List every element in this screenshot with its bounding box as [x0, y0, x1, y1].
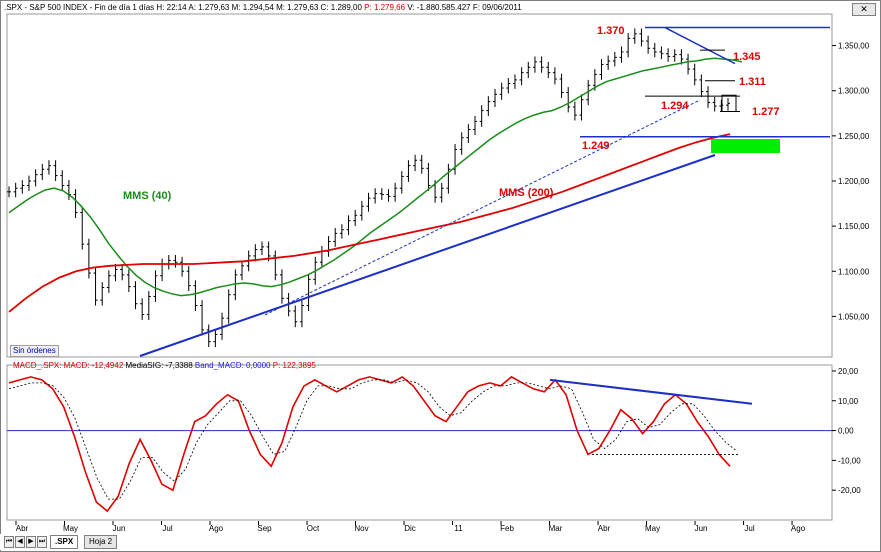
target-zone-highlight	[711, 139, 780, 153]
close-window-button[interactable]: ✕	[852, 3, 876, 16]
first-sheet-button[interactable]: ⏮	[4, 536, 14, 548]
x-tick-label: Jul	[162, 524, 172, 533]
band-readout: Band_MACD: 0,0000	[194, 361, 271, 370]
signal-line	[8, 379, 738, 500]
time-readout: H: 22:14	[156, 3, 187, 12]
annotation-label: 1.311	[739, 76, 766, 88]
x-tick-label: Feb	[500, 524, 514, 533]
next-icon: ▶	[28, 538, 34, 545]
macd-ytick-label: -20,00	[838, 486, 861, 495]
annotation-label: 1.277	[752, 106, 780, 118]
last-sheet-button[interactable]: ⏭	[37, 536, 47, 548]
x-tick-label: Sep	[257, 524, 272, 533]
price-ytick-label: 1.350,00	[838, 42, 870, 51]
open-readout: A: 1.279,63	[188, 3, 230, 12]
macd-line	[8, 375, 731, 513]
price-plot-area	[6, 13, 833, 358]
support-trendline	[139, 154, 716, 357]
orders-button[interactable]: Sin órdenes	[10, 345, 59, 357]
last-icon: ⏭	[38, 538, 46, 545]
p-readout: P: 1.279,66	[364, 3, 406, 12]
x-tick-label: Jun	[113, 524, 126, 533]
close-icon: ✕	[860, 4, 868, 14]
price-ytick-label: 1.050,00	[838, 312, 870, 321]
x-tick-label: May	[645, 524, 660, 533]
macd-p-readout: P: 122,3895	[272, 361, 316, 370]
price-header: .SPX - S&P 500 INDEX - Fin de día 1 días…	[4, 3, 522, 12]
price-ytick-label: 1.250,00	[838, 132, 870, 141]
min-readout: M: 1.279,63	[276, 3, 319, 12]
price-ytick-label: 1.150,00	[838, 222, 870, 231]
prev-sheet-button[interactable]: ◀	[15, 536, 25, 548]
date-readout: F: 09/06/2011	[472, 3, 522, 12]
x-tick-label: May	[63, 524, 78, 533]
close-readout: C: 1.289,00	[320, 3, 362, 12]
dashed-trendline	[264, 99, 701, 316]
annotation-label: 1.249	[582, 140, 610, 152]
x-tick-label: 11	[454, 524, 463, 533]
x-tick-label: Dic	[404, 524, 416, 533]
annotation-label: MMS (40)	[123, 190, 172, 202]
x-tick-label: Jul	[744, 524, 754, 533]
macd-header: MACD_.SPX: MACD: -12,4942 MediaSIG: -7,3…	[13, 361, 316, 370]
signal-readout: MediaSIG: -7,3388	[125, 361, 193, 370]
x-tick-label: Ago	[791, 524, 806, 533]
consolidation-box	[721, 94, 737, 112]
annotation-label: 1.294	[661, 100, 689, 112]
tab-hoja2[interactable]: Hoja 2	[84, 535, 118, 549]
macd-ytick-label: 10,00	[838, 397, 859, 406]
macd-plot-area	[6, 364, 833, 521]
x-tick-label: Abr	[598, 524, 611, 533]
prev-icon: ◀	[17, 538, 23, 545]
annotation-label: 1.370	[597, 25, 625, 37]
macd-divergence-line	[549, 378, 753, 405]
x-axis: Abr May Jun Jul Ago Sep Oct Nov Dic 11 Feb Mar Abr Ma…	[15, 521, 806, 533]
x-tick-label: Nov	[354, 524, 368, 533]
price-ytick-label: 1.300,00	[838, 87, 870, 96]
max-readout: M: 1.294,54	[231, 3, 274, 12]
annotation-label: MMS (200)	[499, 187, 554, 199]
price-ytick-label: 1.100,00	[838, 267, 870, 276]
sheet-tab-bar: ⏮ ◀ ▶ ⏭ .SPX Hoja 2	[0, 534, 879, 550]
first-icon: ⏮	[5, 538, 13, 545]
x-tick-label: Ago	[209, 524, 224, 533]
next-sheet-button[interactable]: ▶	[26, 536, 36, 548]
price-panel: 1.350,00 1.300,00 1.250,00 1.200,00 1.150,00…	[6, 13, 870, 358]
x-tick-label: Oct	[307, 524, 320, 533]
price-ytick-label: 1.200,00	[838, 177, 870, 186]
macd-ytick-label: 20,00	[838, 367, 859, 376]
annotation-label: 1.345	[733, 51, 761, 63]
mms40-line	[8, 57, 743, 297]
x-tick-label: Abr	[16, 524, 29, 533]
x-tick-label: Jun	[695, 524, 708, 533]
macd-ytick-label: 0,00	[838, 427, 854, 436]
down-trendline	[664, 26, 736, 65]
mms200-line	[8, 133, 731, 313]
index-name: S&P 500 INDEX	[29, 3, 88, 12]
volume-readout: V: -1.880.585.427	[407, 3, 471, 12]
symbol: .SPX	[4, 3, 23, 12]
macd-ytick-label: -10,00	[838, 456, 861, 465]
period: Fin de día 1 días	[94, 3, 155, 12]
macd-readout: MACD_.SPX: MACD: -12,4942	[13, 361, 124, 370]
macd-panel: 20,00 10,00 0,00 -10,00 -20,00	[6, 364, 861, 521]
tab-spx[interactable]: .SPX	[50, 535, 79, 549]
x-tick-label: Mar	[549, 524, 563, 533]
